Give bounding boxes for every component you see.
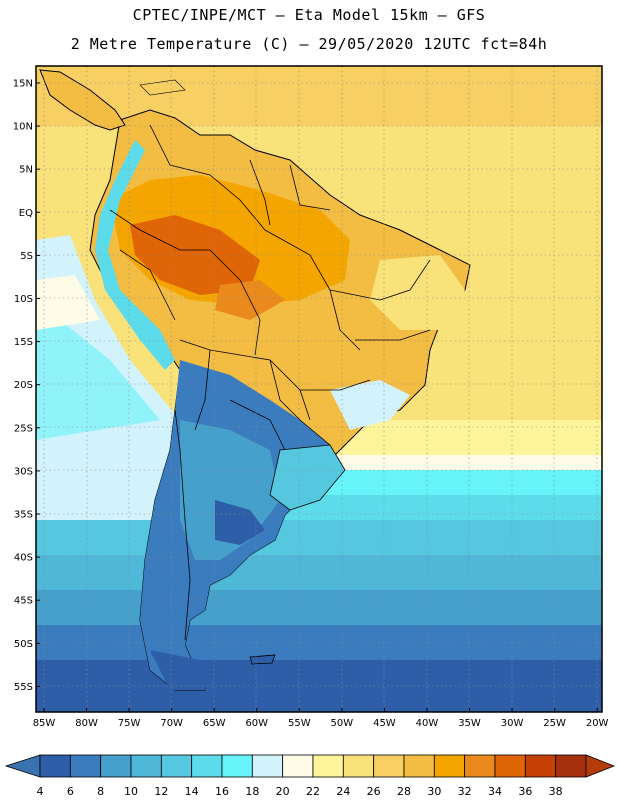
lon-tick-label: 30W xyxy=(501,718,524,729)
lat-tick-label: 10S xyxy=(14,294,33,305)
lat-tick-label: 15S xyxy=(14,337,33,348)
colorbar-high-arrow xyxy=(585,754,616,778)
lon-tick-label: 85W xyxy=(33,718,56,729)
lon-tick-label: 60W xyxy=(245,718,268,729)
lon-tick-label: 80W xyxy=(75,718,98,729)
southeast-brazil-mild xyxy=(330,380,410,430)
colorbar-label: 34 xyxy=(488,785,502,798)
colorbar-swatch xyxy=(69,754,102,778)
colorbar-label: 16 xyxy=(215,785,229,798)
colorbar-label: 30 xyxy=(427,785,441,798)
latitude-axis: 15N 10N 5N EQ 5S 10S 15S 20S 25S 30S 35S 40S 45S 50S 5… xyxy=(13,79,40,693)
lat-tick-label: 20S xyxy=(14,380,33,391)
lat-tick-label: 35S xyxy=(14,510,33,521)
ocean-band-6 xyxy=(36,660,602,712)
caribbean-island xyxy=(139,79,186,96)
lat-tick-label: 40S xyxy=(14,553,33,564)
ocean-band-12 xyxy=(36,555,602,595)
colorbar-low-arrow xyxy=(4,754,41,778)
colorbar-swatch xyxy=(555,754,587,778)
colorbar-swatch xyxy=(160,754,193,778)
colorbar-label: 4 xyxy=(37,785,44,798)
colorbar-label: 18 xyxy=(245,785,259,798)
colorbar-swatch xyxy=(342,754,375,778)
colorbar-swatch xyxy=(39,754,71,778)
lon-tick-label: 70W xyxy=(160,718,183,729)
ocean-band-10 xyxy=(36,590,602,630)
colorbar-label: 8 xyxy=(97,785,104,798)
colorbar-swatch xyxy=(464,754,496,778)
map-frame xyxy=(35,65,603,713)
colorbar-label: 28 xyxy=(397,785,411,798)
lat-tick-label: EQ xyxy=(19,208,33,219)
ocean-band-8 xyxy=(36,625,602,665)
lat-tick-label: 10N xyxy=(13,122,33,133)
colorbar-label: 38 xyxy=(549,785,563,798)
chart-title: CPTEC/INPE/MCT – Eta Model 15km – GFS xyxy=(132,6,486,24)
chart-subtitle: 2 Metre Temperature (C) – 29/05/2020 12U… xyxy=(70,35,548,53)
colorbar-label: 36 xyxy=(518,785,532,798)
lon-tick-label: 35W xyxy=(458,718,481,729)
colorbar-swatch xyxy=(251,754,284,778)
colorbar-swatch xyxy=(312,754,344,778)
colorbar-swatch xyxy=(100,754,132,778)
falklands-land xyxy=(249,654,276,665)
colorbar-swatch xyxy=(221,754,253,778)
lon-tick-label: 75W xyxy=(118,718,141,729)
colorbar-label: 26 xyxy=(367,785,381,798)
colorbar-swatch xyxy=(191,754,223,778)
colorbar-label: 12 xyxy=(154,785,168,798)
lon-tick-label: 20W xyxy=(586,718,609,729)
lat-tick-label: 5S xyxy=(20,251,33,262)
colorbar-label: 10 xyxy=(124,785,138,798)
andes-cold-region xyxy=(95,140,175,370)
country-borders xyxy=(109,124,431,641)
lon-tick-label: 50W xyxy=(331,718,354,729)
colorbar-swatch xyxy=(130,754,162,778)
lat-tick-label: 55S xyxy=(14,682,33,693)
central-america-land xyxy=(39,69,126,131)
colorbar-swatch xyxy=(524,754,557,778)
pampas-coldest xyxy=(215,500,265,545)
colorbar-label: 6 xyxy=(67,785,74,798)
colorbar-label: 22 xyxy=(306,785,320,798)
lat-tick-label: 50S xyxy=(14,639,33,650)
colorbar-labels: 4 6 8 10 12 14 16 18 20 22 24 26 28 30 32 34 36 38 xyxy=(37,785,563,798)
tierra-del-fuego-cold xyxy=(150,650,205,690)
lon-tick-label: 40W xyxy=(416,718,439,729)
lat-tick-label: 30S xyxy=(14,466,33,477)
colorbar xyxy=(4,754,616,778)
colorbar-swatch xyxy=(494,754,526,778)
lat-tick-label: 25S xyxy=(14,423,33,434)
colorbar-label: 20 xyxy=(276,785,290,798)
lon-tick-label: 45W xyxy=(373,718,396,729)
colorbar-label: 24 xyxy=(336,785,350,798)
colorbar-swatch xyxy=(282,754,314,778)
lat-tick-label: 5N xyxy=(19,165,33,176)
pacific-warm-strip xyxy=(36,275,100,330)
longitude-axis: 85W 80W 75W 70W 65W 60W 55W 50W 45W 40W 35W 30W 25W 2… xyxy=(33,708,609,729)
colorbar-swatch xyxy=(403,754,435,778)
lon-tick-label: 25W xyxy=(543,718,566,729)
lon-tick-label: 55W xyxy=(288,718,311,729)
lat-tick-label: 45S xyxy=(14,596,33,607)
lat-tick-label: 15N xyxy=(13,79,33,90)
colorbar-label: 32 xyxy=(458,785,472,798)
colorbar-swatch xyxy=(373,754,405,778)
colorbar-label: 14 xyxy=(185,785,199,798)
ocean-band-32 xyxy=(36,66,602,126)
northeast-brazil-warm xyxy=(370,255,465,330)
pacific-cool-water-2 xyxy=(36,320,160,440)
ocean-band-14 xyxy=(36,520,602,560)
colorbar-swatch xyxy=(433,754,466,778)
lon-tick-label: 65W xyxy=(203,718,226,729)
